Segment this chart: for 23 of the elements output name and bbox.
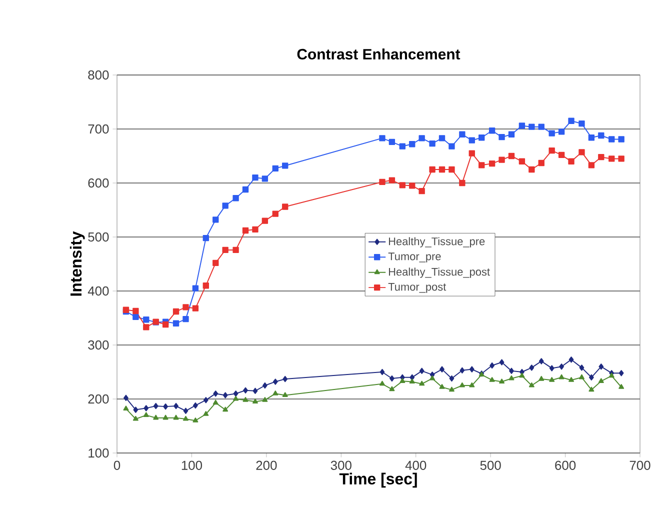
y-tick-label: 300 <box>88 340 109 350</box>
x-tick-label: 600 <box>555 460 576 470</box>
y-tick-label: 700 <box>88 124 109 134</box>
y-tick-label: 200 <box>88 394 109 404</box>
x-tick-label: 100 <box>182 460 202 470</box>
legend-label: Healthy_Tissue_post <box>388 268 490 278</box>
legend-label: Tumor_pre <box>388 252 441 262</box>
y-tick-label: 400 <box>88 286 109 296</box>
legend-label: Healthy_Tissue_pre <box>388 237 485 248</box>
chart-title: Contrast Enhancement <box>297 48 460 60</box>
x-tick-label: 300 <box>330 460 352 470</box>
legend-label: Tumor_post <box>388 283 446 293</box>
x-axis-title: Time [sec] <box>339 472 417 488</box>
x-tick-label: 0 <box>114 460 120 470</box>
y-tick-label: 800 <box>88 70 109 80</box>
x-tick-label: 700 <box>630 460 650 470</box>
x-tick-label: 400 <box>405 460 426 470</box>
y-tick-label: 100 <box>88 448 109 458</box>
x-tick-label: 200 <box>256 460 277 470</box>
y-tick-label: 600 <box>88 178 109 188</box>
x-tick-label: 500 <box>480 460 501 470</box>
y-tick-label: 500 <box>88 232 109 242</box>
y-axis-title: Intensity <box>70 231 85 296</box>
